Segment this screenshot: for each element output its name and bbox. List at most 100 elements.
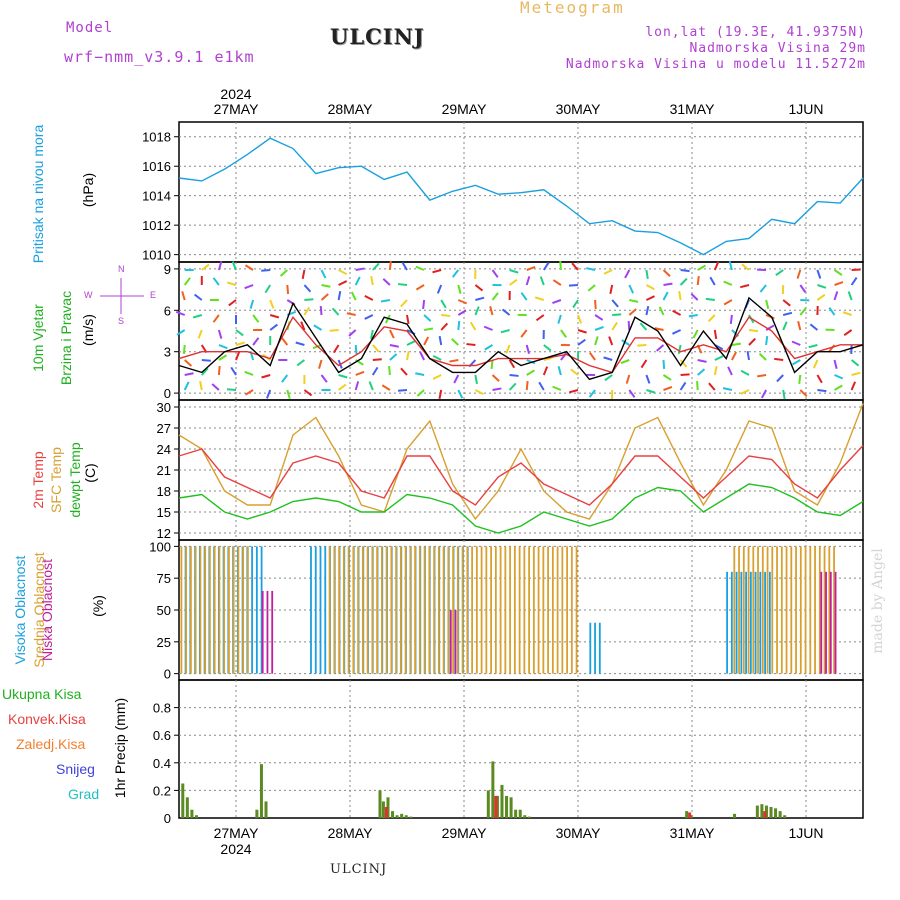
precip-total-bar [381,801,385,818]
wind-arrow [662,374,672,381]
wind-arrow [570,368,579,376]
wind-arrow [850,381,857,391]
cloud-high-bar [319,546,322,674]
wind-arrow [303,306,311,316]
wind-arrow [834,384,843,391]
wind-arrow [320,269,327,279]
wind-arrow [672,329,682,335]
wind-arrow [758,353,767,361]
wind-arrow [748,337,756,346]
wind-arrow [679,359,688,368]
y-tick-label: 1018 [142,130,171,145]
cloud-mid-bar [433,546,435,674]
wind-arrow [620,359,630,365]
cloud-mid-bar [185,546,188,674]
dewpoint-line [178,483,864,534]
wind-arrow [608,336,614,346]
wind-arrow [440,322,449,331]
wind-arrow [588,389,596,398]
wind-arrow [438,389,443,400]
wind-arrow [833,359,838,369]
cloud-high-bar [260,546,263,674]
model-elevation-label: Nadmorska Visina u modelu 11.5272m [565,57,866,72]
wind-arrow [303,284,312,293]
cloud-mid-bar [209,546,211,674]
cloud-mid-bar [232,546,235,674]
cloud-mid-bar [733,546,736,674]
cloud-low-bar [820,571,823,674]
precip-total-bar [395,815,399,818]
y-tick-label: 100 [149,539,171,554]
wind-arrow [723,299,733,306]
wind-arrow [782,299,791,307]
cloud-mid-bar [804,546,807,674]
cloud-high-bar [745,571,747,674]
wind-arrow [212,277,220,286]
cloud-mid-bar [390,546,393,674]
cloud-mid-bar [447,546,450,674]
wind-arrow [491,269,499,278]
cloud-mid-bar [376,546,378,674]
wind-arrow [415,284,425,291]
wind-arrow [559,260,562,271]
cloud-mid-bar [338,546,340,674]
wind-arrow [419,351,425,361]
wind-arrow [475,296,485,301]
cloud-high-bar [759,571,762,674]
wind-arrow [539,276,545,286]
wind-arrow [740,389,750,395]
precip-total-bar [409,816,413,818]
wind-arrow [228,299,237,307]
wind-arrow [508,359,516,369]
cloud-mid-bar [456,546,459,674]
wind-arrow [505,344,511,354]
wind-arrow [346,312,356,316]
wind-arrow [457,299,468,305]
cloud-mid-bar [247,546,249,674]
wind-arrow [364,314,374,320]
wind-arrow [406,340,416,346]
wind-arrow [436,284,443,294]
cloud-mid-bar [452,546,454,674]
wind-arrow [526,369,535,376]
wind-arrow [197,329,203,339]
wind-arrow [364,295,374,301]
day-label-bottom: 28MAY [328,825,374,841]
y-tick-label: 12 [157,526,171,541]
panel-frame [178,261,864,401]
y-tick-label: 24 [157,442,171,457]
compass-s: S [118,316,124,326]
wind-arrow [645,305,650,316]
wind-arrow [799,307,807,316]
precip-total-bar [391,811,395,818]
y-tick-label: 27 [157,421,171,436]
wind-arrow [354,276,361,286]
wind-arrow [491,374,500,382]
cloud-mid-bar [180,546,183,674]
cloud-mid-bar [461,546,464,674]
legend-convective-rain: Konvek.Kisa [8,711,86,727]
wind-arrow [740,284,750,289]
wind-arrow [217,261,223,271]
cloud-high-bar [730,571,733,674]
wind-arrow [509,374,519,377]
wind-arrow [249,299,255,309]
wind-arrow [244,370,254,376]
y-tick-label: 1010 [142,248,171,263]
cloud-mid-bar [757,546,759,674]
cloud-high-bar [314,546,317,674]
wind-arrow [594,299,597,310]
cloud-mid-bar [357,546,359,674]
legend-snow: Snijeg [56,761,95,777]
wind-arrow [372,344,380,353]
cloud-low-bar [829,571,832,674]
cloud-mid-bar [371,546,374,674]
wind-arrow [440,299,447,309]
cloud-high-bar [251,546,253,674]
cloud-mid-bar [766,546,769,674]
cloud-mid-bar [738,546,740,674]
wind-arrow [639,322,648,331]
y-tick-label: 15 [157,505,171,520]
precip-total-bar [514,809,518,818]
